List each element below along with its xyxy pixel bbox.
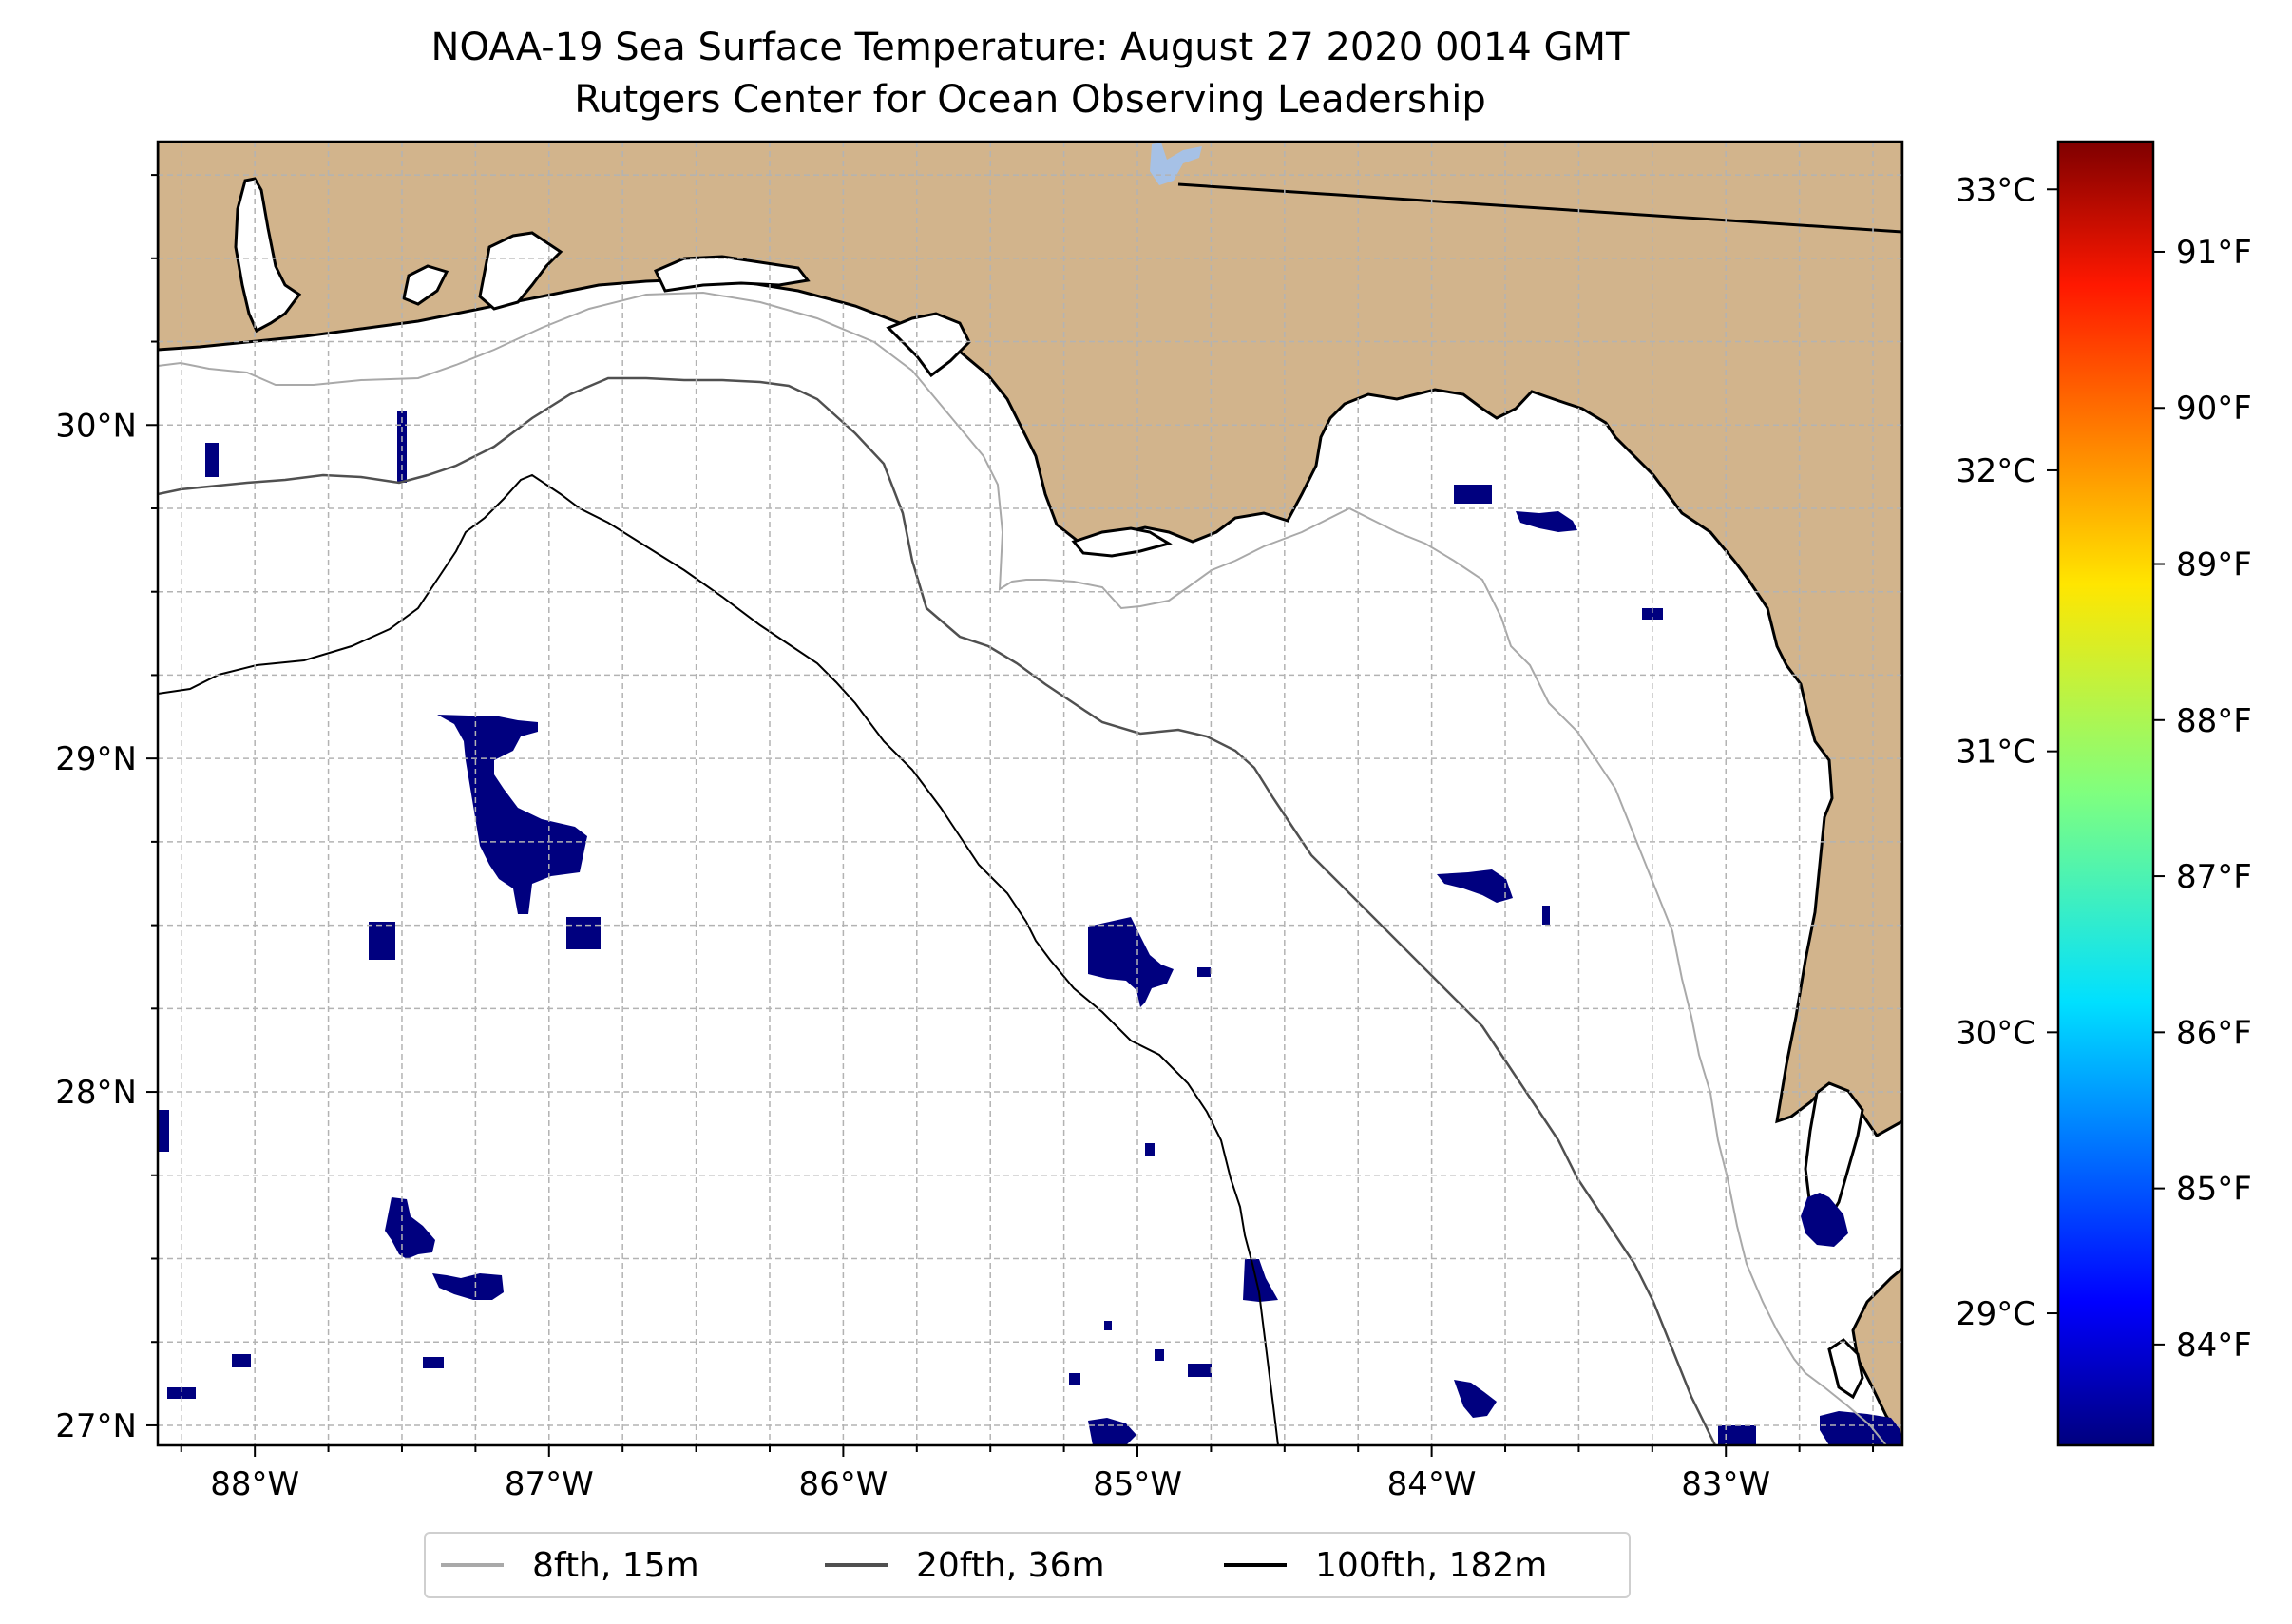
sst-patch [158,1110,169,1152]
sst-patch [1088,917,1174,1007]
land [158,142,1902,1443]
x-tick-label: 83°W [1681,1465,1770,1503]
cbar-c-tick-label: 29°C [1956,1295,2035,1333]
cbar-c-tick-label: 30°C [1956,1014,2035,1052]
x-tick-label: 86°W [798,1465,888,1503]
sst-patch [432,1273,504,1300]
sst-patch [1801,1193,1848,1247]
legend-swatch-20fth [825,1563,888,1567]
sst-patch [1145,1143,1155,1156]
sst-patch [1516,511,1577,532]
sst-patch [1243,1259,1278,1302]
cbar-f-tick-label: 85°F [2176,1171,2252,1209]
chart-title: NOAA-19 Sea Surface Temperature: August … [430,26,1630,69]
map-ticks: 88°W 87°W 86°W 85°W 84°W 83°W 30°N 29°N 28°N 27°N [55,174,1875,1503]
colorbar [2058,142,2153,1445]
cbar-f-tick-label: 91°F [2176,234,2252,272]
y-tick-label: 30°N [55,407,137,445]
st-andrew-bay [886,312,971,378]
legend-label-100fth: 100fth, 182m [1315,1545,1548,1585]
sst-patch [1104,1321,1112,1330]
x-tick-label: 85°W [1093,1465,1182,1503]
chart-subtitle: Rutgers Center for Ocean Observing Leade… [574,78,1486,122]
sst-patch [205,443,219,477]
sst-patch [1188,1364,1212,1377]
sst-patch [566,917,601,949]
cbar-f-tick-label: 86°F [2176,1014,2252,1052]
cbar-f-tick-label: 87°F [2176,858,2252,896]
sst-patch [1718,1425,1756,1445]
cbar-f-tick-label: 88°F [2176,702,2252,740]
cbar-f-tick-label: 90°F [2176,390,2252,428]
isobath-100fth [158,473,1279,1445]
sst-patch [1820,1411,1902,1445]
sst-patch [1437,869,1513,903]
sst-patch [1454,485,1492,504]
perdido-bay [402,264,449,306]
pensacola-bay [478,231,563,311]
charlotte-harbor [1827,1338,1864,1400]
sst-patch [1197,967,1211,977]
isobath-8fth [158,291,1887,1445]
map-frame [156,140,1904,1447]
sst-patch [167,1387,196,1399]
apalachicola-bay [1071,526,1173,558]
cbar-f-tick-label: 84°F [2176,1327,2252,1365]
x-tick-label: 87°W [505,1465,594,1503]
state-border [1177,182,1902,234]
gridlines [158,142,1902,1445]
y-tick-label: 28°N [55,1074,137,1112]
sst-patch [1542,906,1550,925]
map-panel [158,142,1902,1445]
y-tick-label: 27°N [55,1407,137,1445]
sst-patch [423,1357,444,1368]
sst-patch [369,922,395,960]
sst-patch [385,1197,435,1259]
cbar-c-tick-label: 33°C [1956,171,2035,209]
lake [1150,143,1202,185]
sst-patch [232,1354,251,1367]
cbar-c-tick-label: 31°C [1956,734,2035,772]
colorbar-frame [2056,140,2155,1447]
mobile-bay [234,177,302,334]
cbar-f-tick-label: 89°F [2176,546,2252,584]
legend-label-20fth: 20fth, 36m [916,1545,1105,1585]
cbar-c-tick-label: 32°C [1956,452,2035,490]
legend-item-20fth: 20fth, 36m [825,1534,1105,1596]
legend-item-100fth: 100fth, 182m [1224,1534,1547,1596]
sst-patch [1454,1380,1497,1418]
bays [234,177,1864,1400]
y-tick-label: 29°N [55,740,137,778]
legend-swatch-8fth [441,1563,504,1567]
legend-swatch-100fth [1224,1563,1287,1567]
legend-item-8fth: 8fth, 15m [441,1534,699,1596]
tampa-bay [1804,1081,1864,1229]
x-tick-label: 84°W [1387,1465,1477,1503]
legend-label-8fth: 8fth, 15m [532,1545,699,1585]
sst-patch [1069,1373,1080,1385]
sst-patch [1155,1349,1164,1361]
colorbar-ticks: 33°C 32°C 31°C 30°C 29°C 91°F 90°F 89°F 88°F 87°F… [1956,171,2252,1365]
legend: 8fth, 15m 20fth, 36m 100fth, 182m [424,1532,1631,1598]
sst-patch [1642,608,1663,620]
x-tick-label: 88°W [210,1465,299,1503]
